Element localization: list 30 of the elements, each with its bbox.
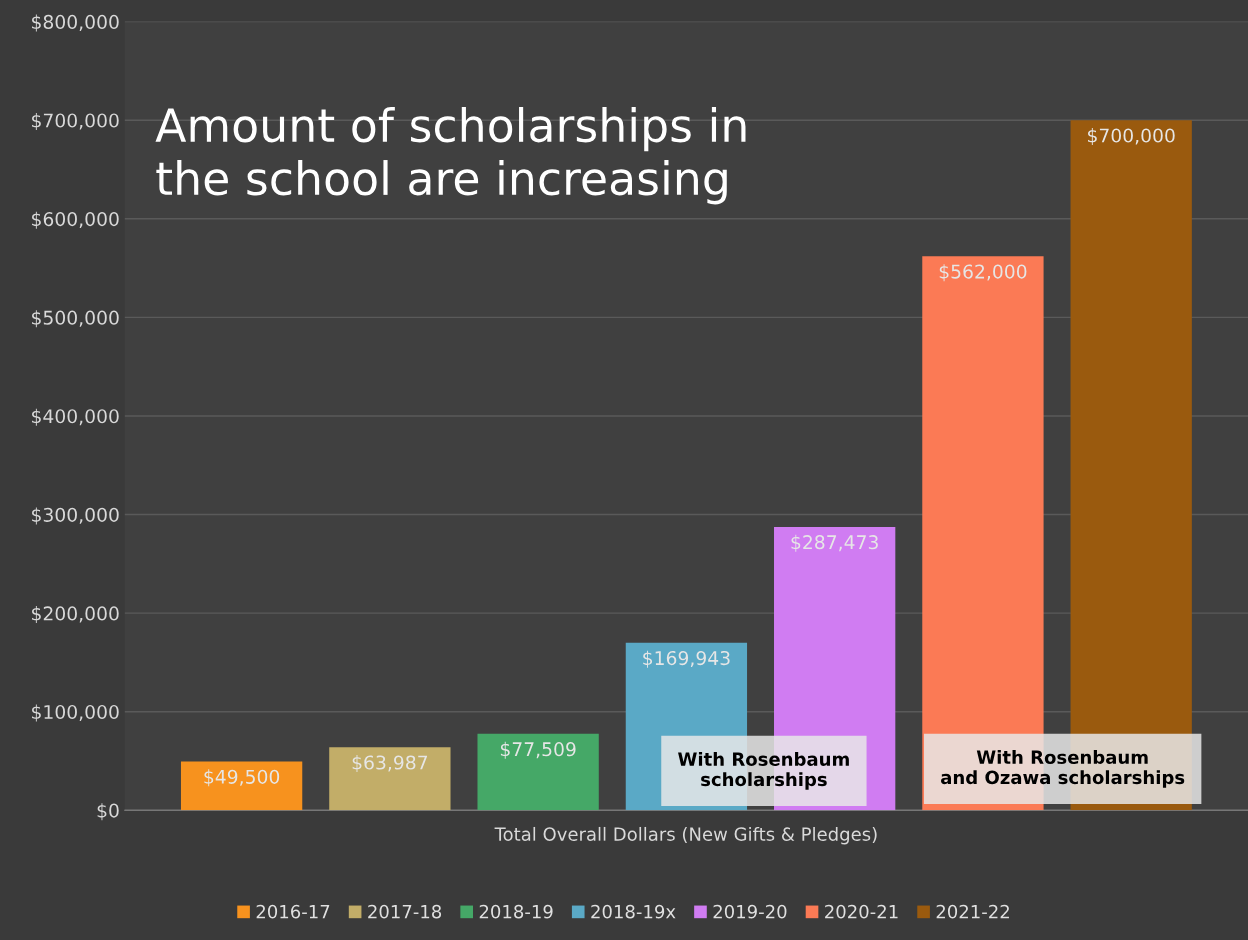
y-tick-label: $600,000 [32,211,119,229]
x-tick-label: Total Overall Dollars (New Gifts & Pledges) [494,826,877,845]
legend-label: 2018-19 [479,904,553,919]
y-tick-label: $200,000 [32,605,119,623]
y-tick-label: $0 [97,803,119,821]
legend-label: 2016-17 [256,904,330,919]
y-tick-label: $400,000 [32,408,119,426]
y-tick-label: $800,000 [32,14,119,32]
y-tick-label: $100,000 [32,704,119,722]
data-label: $287,473 [791,534,878,552]
bar [180,761,303,811]
legend-label: 2020-21 [825,904,898,919]
annotation: With Rosenbaum scholarships [678,752,849,790]
bar [329,747,451,811]
legend-label: 2018-19x [591,904,676,919]
bar [477,733,599,811]
annotation: With Rosenbaum and Ozawa scholarships [941,750,1185,788]
data-label: $63,987 [352,755,428,773]
y-tick-label: $300,000 [32,507,119,525]
data-label: $77,509 [500,741,576,759]
y-tick-label: $700,000 [32,113,119,131]
data-label: $562,000 [939,264,1027,282]
legend-label: 2017-18 [368,904,442,919]
legend-label: 2019-20 [713,904,787,919]
data-label: $700,000 [1088,128,1175,146]
data-label: $169,943 [643,650,730,668]
y-tick-label: $500,000 [32,310,119,328]
data-label: $49,500 [204,769,280,787]
text: Amount of scholarships in the school are increasing [155,106,746,205]
legend-label: 2021-22 [936,904,1009,919]
